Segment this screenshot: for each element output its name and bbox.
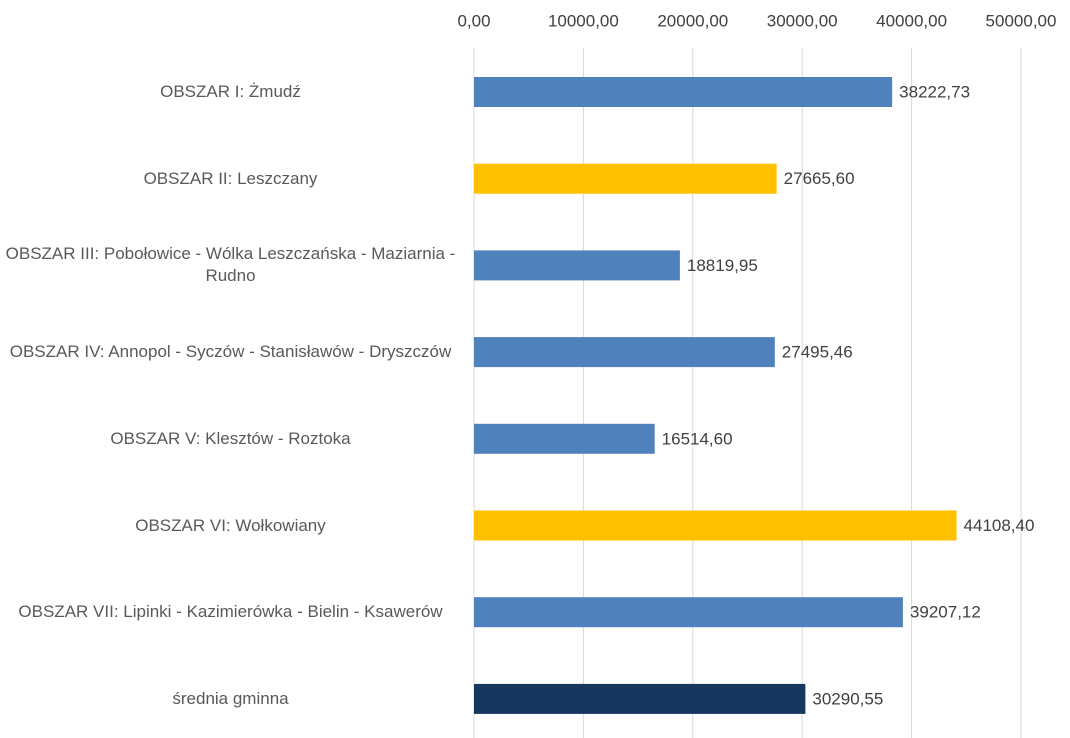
bar bbox=[474, 163, 777, 194]
data-label: 39207,12 bbox=[910, 603, 981, 622]
category-label: OBSZAR V: Klesztów - Roztoka bbox=[110, 428, 351, 448]
data-label: 27495,46 bbox=[782, 343, 853, 362]
data-label: 27665,60 bbox=[784, 169, 855, 188]
x-tick-label: 40000,00 bbox=[876, 11, 947, 30]
data-label: 38222,73 bbox=[899, 82, 970, 101]
category-label: OBSZAR I: Żmudź bbox=[160, 82, 301, 101]
data-label: 30290,55 bbox=[812, 689, 883, 708]
data-label: 18819,95 bbox=[687, 256, 758, 275]
bar bbox=[474, 337, 775, 368]
x-tick-label: 0,00 bbox=[457, 11, 490, 30]
category-label: OBSZAR III: Pobołowice - Wólka Leszczańs… bbox=[5, 244, 456, 286]
x-tick-label: 10000,00 bbox=[548, 11, 619, 30]
category-label: OBSZAR II: Leszczany bbox=[143, 168, 318, 188]
category-label: OBSZAR IV: Annopol - Syczów - Stanisławó… bbox=[9, 342, 452, 362]
data-label: 44108,40 bbox=[964, 516, 1035, 535]
bar bbox=[474, 597, 903, 628]
bar bbox=[474, 510, 957, 541]
category-label: OBSZAR VII: Lipinki - Kazimierówka - Bie… bbox=[18, 602, 443, 622]
x-tick-label: 50000,00 bbox=[986, 11, 1057, 30]
bar bbox=[474, 423, 655, 454]
bar bbox=[474, 683, 806, 714]
bar bbox=[474, 77, 893, 107]
category-label: średnia gminna bbox=[172, 688, 289, 708]
x-tick-label: 20000,00 bbox=[657, 11, 728, 30]
bar bbox=[474, 250, 680, 281]
x-tick-label: 30000,00 bbox=[767, 11, 838, 30]
category-label: OBSZAR VI: Wołkowiany bbox=[135, 515, 326, 535]
data-label: 16514,60 bbox=[662, 429, 733, 448]
